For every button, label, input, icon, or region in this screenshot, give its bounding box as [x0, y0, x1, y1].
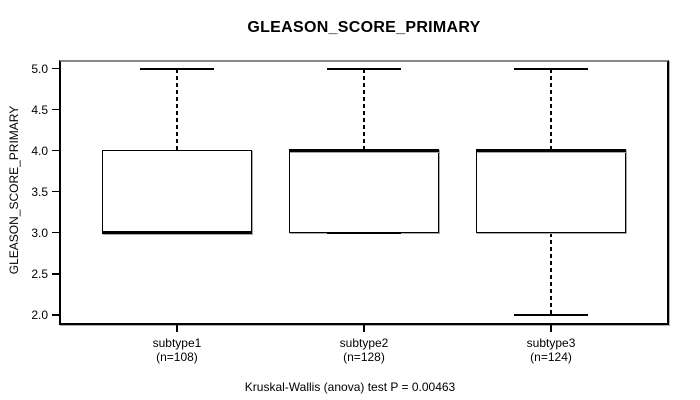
- y-tick-label: 2.0: [31, 307, 48, 322]
- chart-title: GLEASON_SCORE_PRIMARY: [247, 19, 481, 36]
- y-tick: [52, 190, 59, 193]
- x-tick-sublabel: (n=128): [343, 350, 385, 364]
- lower-whisker-cap-subtype3: [513, 313, 589, 316]
- upper-whisker-cap-subtype1: [139, 67, 215, 70]
- y-tick-label: 4.5: [31, 102, 48, 117]
- x-tick: [176, 325, 178, 332]
- x-tick: [363, 325, 365, 332]
- upper-whisker-cap-subtype3: [513, 67, 589, 70]
- x-tick-label-group: subtype1 (n=108): [107, 336, 247, 364]
- plot-inner: [61, 62, 667, 323]
- median-subtype1: [102, 230, 252, 235]
- y-tick-label: 3.0: [31, 225, 48, 240]
- box-subtype2: [289, 149, 439, 234]
- median-subtype3: [476, 148, 626, 153]
- x-tick-label: subtype1: [152, 336, 202, 350]
- plot-area: [59, 60, 669, 325]
- x-tick-label-group: subtype3 (n=124): [481, 336, 621, 364]
- y-tick: [52, 149, 59, 152]
- x-tick-sublabel: (n=124): [530, 350, 572, 364]
- median-subtype2: [289, 148, 439, 153]
- x-tick-label-group: subtype2 (n=128): [294, 336, 434, 364]
- stat-test-caption: Kruskal-Wallis (anova) test P = 0.00463: [244, 380, 456, 394]
- lower-whisker-cap-subtype2: [326, 231, 402, 234]
- y-tick-label: 3.5: [31, 184, 48, 199]
- upper-whisker-subtype2: [363, 68, 365, 151]
- y-tick: [52, 108, 59, 111]
- box-subtype3: [476, 149, 626, 234]
- y-tick: [52, 67, 59, 70]
- y-tick-label: 5.0: [31, 61, 48, 76]
- x-tick-label: subtype2: [339, 336, 389, 350]
- y-tick: [52, 273, 59, 275]
- x-tick: [550, 325, 552, 332]
- y-tick: [52, 231, 59, 234]
- y-tick-label: 4.0: [31, 143, 48, 158]
- upper-whisker-subtype1: [176, 68, 178, 151]
- lower-whisker-subtype3: [550, 232, 552, 315]
- y-tick-label: 2.5: [31, 266, 48, 281]
- upper-whisker-cap-subtype2: [326, 67, 402, 70]
- x-tick-sublabel: (n=108): [156, 350, 198, 364]
- x-tick-label: subtype3: [526, 336, 576, 350]
- y-tick: [52, 314, 59, 316]
- box-subtype1: [102, 149, 252, 234]
- upper-whisker-subtype3: [550, 68, 552, 151]
